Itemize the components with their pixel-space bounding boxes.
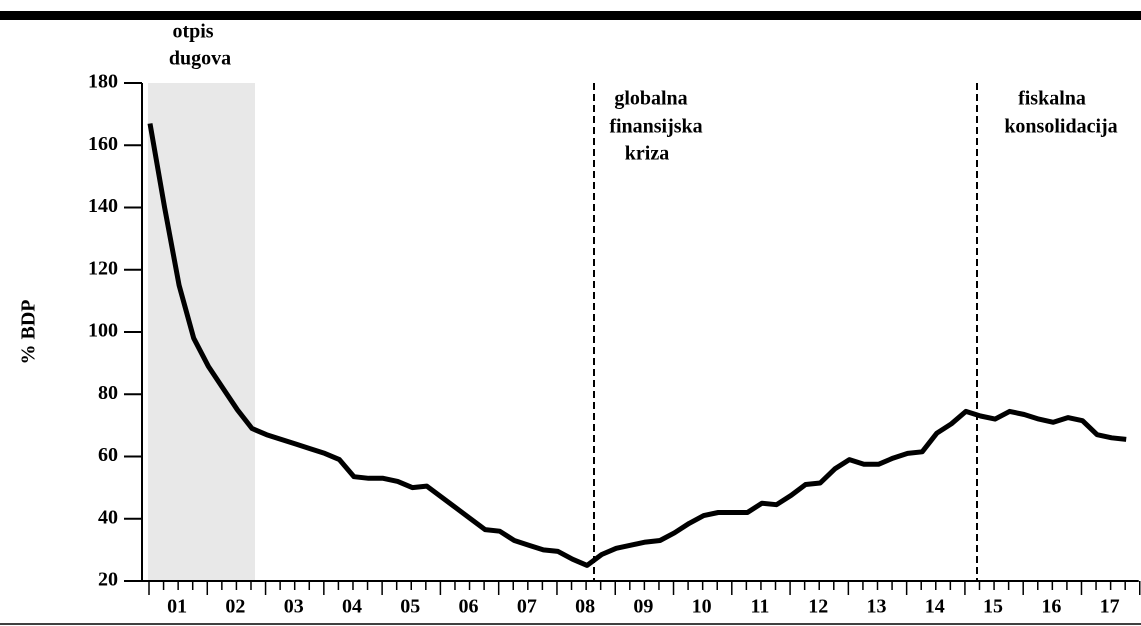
annotation: dugova bbox=[169, 48, 231, 70]
x-tick-label: 08 bbox=[575, 596, 595, 618]
shaded-period bbox=[148, 83, 255, 581]
y-axis-label: % BDP bbox=[18, 300, 40, 365]
y-tick-label: 160 bbox=[88, 133, 118, 155]
y-tick-label: 140 bbox=[88, 195, 118, 217]
x-tick-label: 14 bbox=[925, 596, 945, 618]
x-tick-label: 03 bbox=[284, 596, 304, 618]
y-tick-label: 40 bbox=[98, 506, 118, 528]
annotation: globalna bbox=[614, 88, 687, 110]
data-line bbox=[147, 123, 1127, 568]
x-tick-label: 02 bbox=[225, 596, 245, 618]
y-tick-label: 100 bbox=[88, 320, 118, 342]
x-tick-label: 04 bbox=[342, 596, 362, 618]
annotation: finansijska bbox=[609, 116, 702, 138]
x-tick-label: 06 bbox=[459, 596, 479, 618]
x-tick-label: 11 bbox=[750, 596, 769, 618]
top-rule bbox=[0, 11, 1141, 20]
x-tick-label: 07 bbox=[517, 596, 537, 618]
y-tick-label: 120 bbox=[88, 257, 118, 279]
annotation: otpis bbox=[172, 21, 213, 43]
x-tick-label: 09 bbox=[633, 596, 653, 618]
x-tick-label: 12 bbox=[808, 596, 828, 618]
y-tick-label: 60 bbox=[98, 444, 118, 466]
y-tick-label: 20 bbox=[98, 569, 118, 591]
x-tick-label: 10 bbox=[692, 596, 712, 618]
x-tick-label: 16 bbox=[1041, 596, 1061, 618]
annotation: kriza bbox=[625, 143, 669, 165]
y-tick-label: 180 bbox=[88, 71, 118, 93]
annotation: fiskalna bbox=[1018, 88, 1086, 110]
x-tick-label: 15 bbox=[983, 596, 1003, 618]
x-tick-label: 17 bbox=[1100, 596, 1120, 618]
annotation: konsolidacija bbox=[1004, 116, 1117, 138]
x-tick-label: 01 bbox=[167, 596, 187, 618]
y-tick-label: 80 bbox=[98, 382, 118, 404]
x-tick-label: 05 bbox=[400, 596, 420, 618]
x-tick-label: 13 bbox=[867, 596, 887, 618]
